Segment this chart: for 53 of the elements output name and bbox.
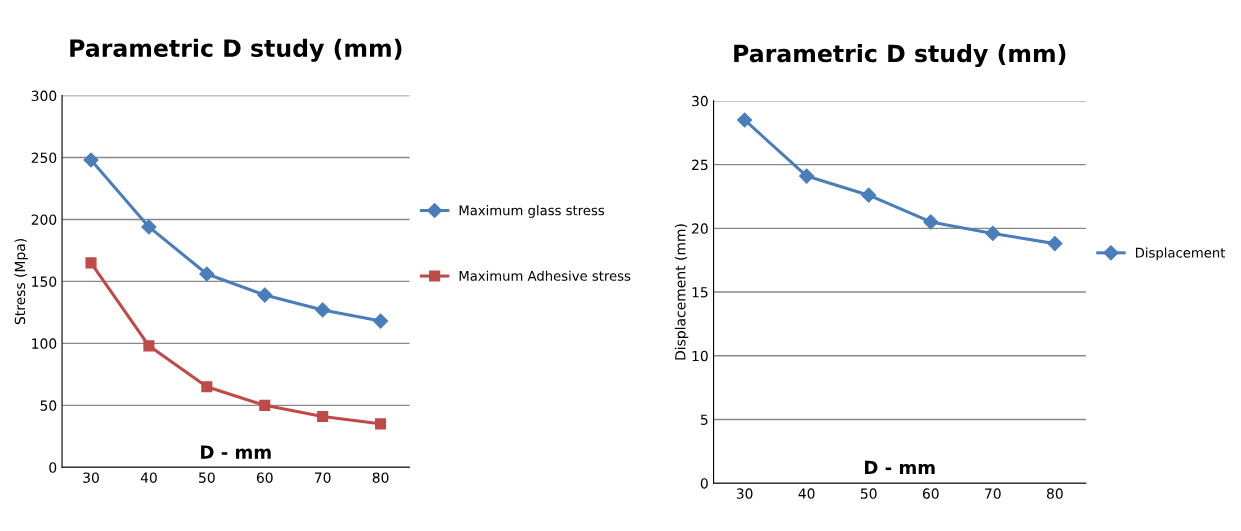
x-axis-title: D - mm [201, 445, 271, 459]
point [143, 340, 155, 352]
y-tick-label: 20 [692, 223, 708, 234]
y-tick-label: 10 [692, 350, 708, 362]
point [861, 187, 877, 203]
x-tick-label: 30 [83, 472, 99, 483]
point [1047, 236, 1063, 252]
x-tick-label: 50 [199, 472, 215, 483]
point [199, 266, 215, 282]
point [257, 287, 273, 303]
point [799, 168, 815, 184]
point [259, 399, 271, 411]
y-tick-label: 200 [31, 214, 57, 225]
y-axis-title: Displacement (mm) [674, 224, 689, 360]
chart-title: Parametric D study (mm) [734, 44, 1066, 68]
x-tick-label: 80 [1046, 488, 1063, 499]
x-tick-label: 70 [985, 488, 1001, 499]
y-tick-label: 5 [700, 414, 708, 425]
x-tick-label: 60 [256, 472, 273, 483]
point [737, 112, 753, 128]
point [315, 302, 331, 318]
x-tick-label: 40 [140, 472, 157, 483]
y-axis-title: Stress (Mpa) [14, 239, 28, 325]
x-tick-label: 60 [922, 488, 939, 499]
x-tick-label: 30 [736, 488, 753, 499]
x-tick-label: 80 [372, 472, 389, 483]
point [923, 214, 939, 230]
x-tick-label: 40 [798, 488, 815, 499]
x-axis-title: D - mm [865, 460, 935, 474]
legend-label: Displacement [1135, 247, 1226, 261]
chart-title: Parametric D study (mm) [70, 38, 402, 62]
x-tick-label: 50 [860, 488, 877, 499]
y-tick-label: 300 [31, 90, 57, 102]
y-tick-label: 50 [40, 400, 57, 411]
y-tick-label: 250 [31, 152, 57, 163]
point [85, 257, 97, 269]
x-tick-label: 70 [314, 472, 331, 483]
y-tick-label: 0 [700, 478, 708, 489]
y-tick-label: 15 [692, 287, 708, 298]
point [201, 381, 213, 393]
point [375, 418, 387, 430]
point [83, 152, 99, 168]
y-tick-label: 30 [692, 95, 708, 107]
point [985, 225, 1001, 241]
point [141, 219, 157, 235]
point [317, 410, 329, 423]
legend-label: Maximum glass stress [459, 205, 605, 218]
y-tick-label: 25 [692, 159, 708, 171]
legend-label: Maximum Adhesive stress [459, 270, 631, 281]
y-tick-label: 100 [32, 338, 57, 349]
y-tick-label: 0 [49, 462, 57, 473]
point [373, 313, 389, 329]
y-tick-label: 150 [32, 276, 57, 287]
